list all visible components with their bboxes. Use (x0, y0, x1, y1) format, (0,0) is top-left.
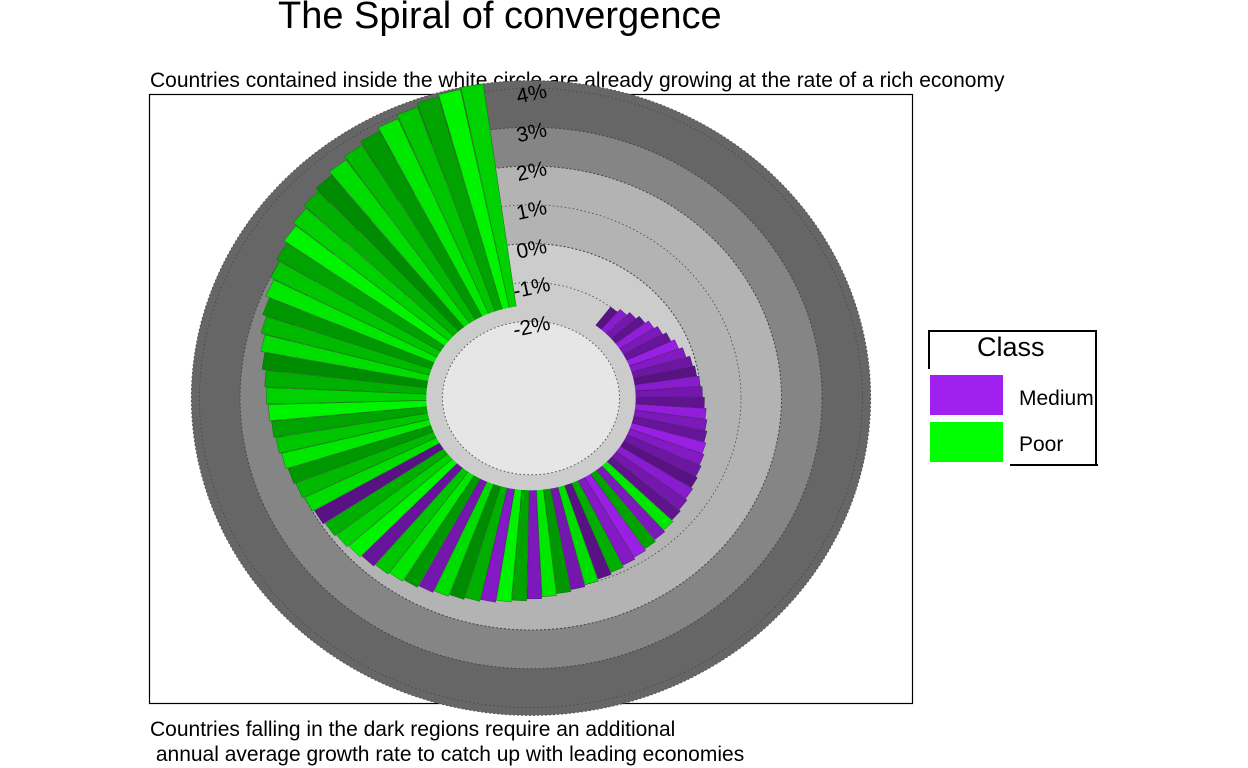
radial-gridline (280, 165, 782, 631)
legend-swatch-medium (930, 375, 1003, 415)
chart-subtitle: Countries contained inside the white cir… (150, 69, 1005, 92)
legend-border (928, 330, 930, 369)
chart-caption: Countries falling in the dark regions re… (150, 717, 744, 767)
caption-line-1: Countries falling in the dark regions re… (150, 718, 676, 741)
legend-title: Class (977, 332, 1045, 362)
legend-swatch-poor (930, 422, 1003, 462)
radial-gridline (239, 126, 823, 670)
legend-label-poor: Poor (1019, 433, 1064, 456)
chart-title: The Spiral of convergence (278, 0, 722, 37)
legend-label-medium: Medium (1019, 387, 1094, 410)
caption-line-2: annual average growth rate to catch up w… (150, 743, 745, 766)
radial-gridline (199, 87, 863, 709)
legend-border (1010, 464, 1098, 466)
inner-core (442, 320, 620, 476)
